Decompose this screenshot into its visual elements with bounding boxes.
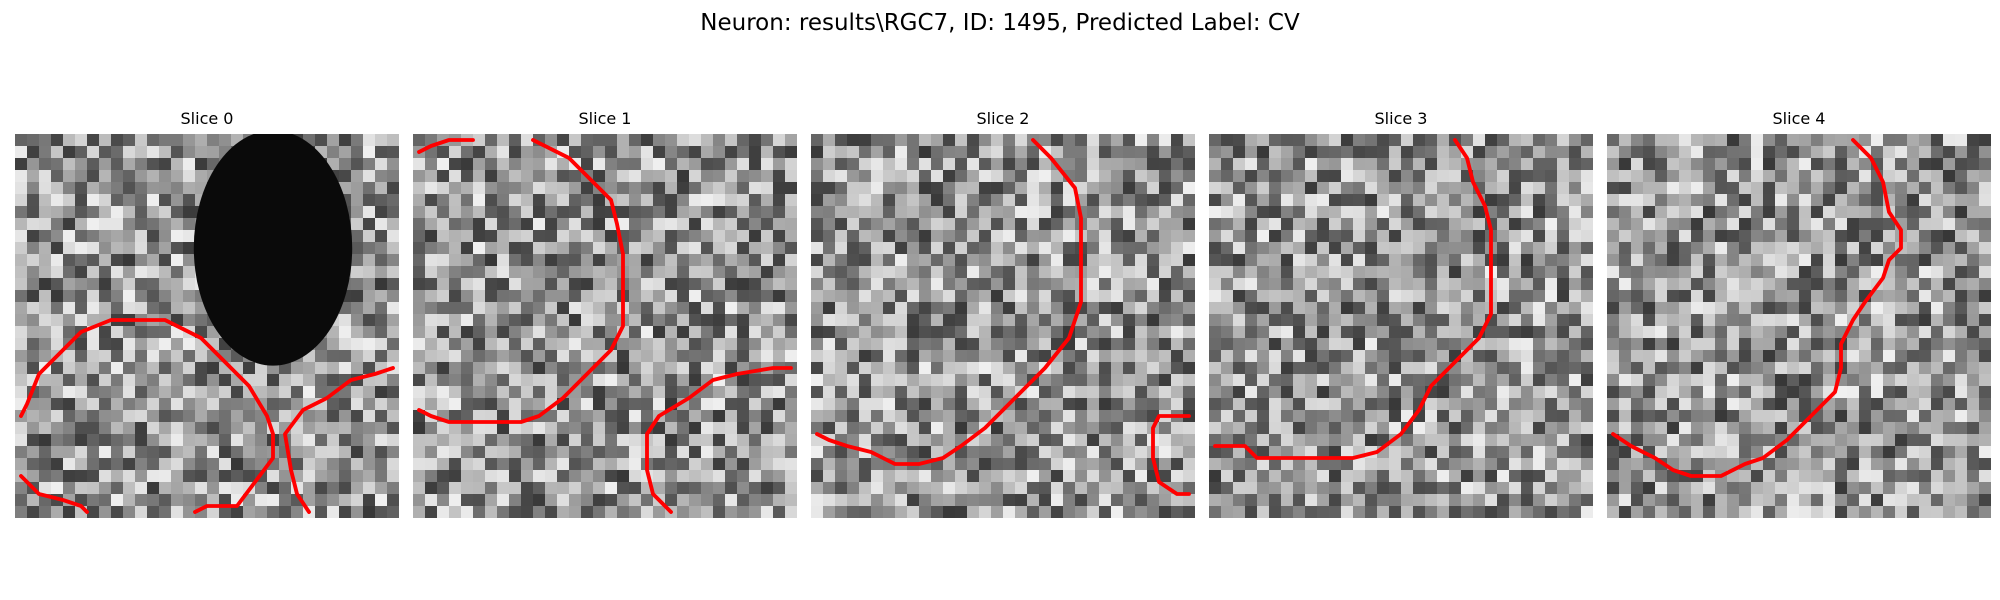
slice-image-2 xyxy=(811,134,1195,518)
slice-image-1 xyxy=(413,134,797,518)
slice-title-4: Slice 4 xyxy=(1772,109,1826,128)
segmentation-contour xyxy=(417,138,793,514)
dark-nucleus-region xyxy=(193,134,353,366)
segmentation-contour xyxy=(19,318,395,514)
slice-title-0: Slice 0 xyxy=(180,109,234,128)
slice-image-4 xyxy=(1607,134,1991,518)
grayscale-pixels xyxy=(811,134,1195,518)
grayscale-pixels xyxy=(1607,134,1991,518)
slice-title-1: Slice 1 xyxy=(578,109,632,128)
slice-image-0 xyxy=(15,134,399,518)
slice-title-2: Slice 2 xyxy=(976,109,1030,128)
slice-image-3 xyxy=(1209,134,1593,518)
segmentation-contour xyxy=(815,138,1191,496)
slice-panel-3: Slice 3 xyxy=(1209,108,1593,518)
slice-title-3: Slice 3 xyxy=(1374,109,1428,128)
slice-panel-2: Slice 2 xyxy=(811,108,1195,518)
grayscale-pixels xyxy=(413,134,797,518)
segmentation-contour xyxy=(1611,138,1903,478)
segmentation-contour xyxy=(1213,138,1493,460)
slice-panel-4: Slice 4 xyxy=(1607,108,1991,518)
figure-title: Neuron: results\RGC7, ID: 1495, Predicte… xyxy=(700,10,1300,36)
slice-panel-0: Slice 0 xyxy=(15,108,399,518)
grayscale-pixels xyxy=(1209,134,1593,518)
slice-panel-1: Slice 1 xyxy=(413,108,797,518)
